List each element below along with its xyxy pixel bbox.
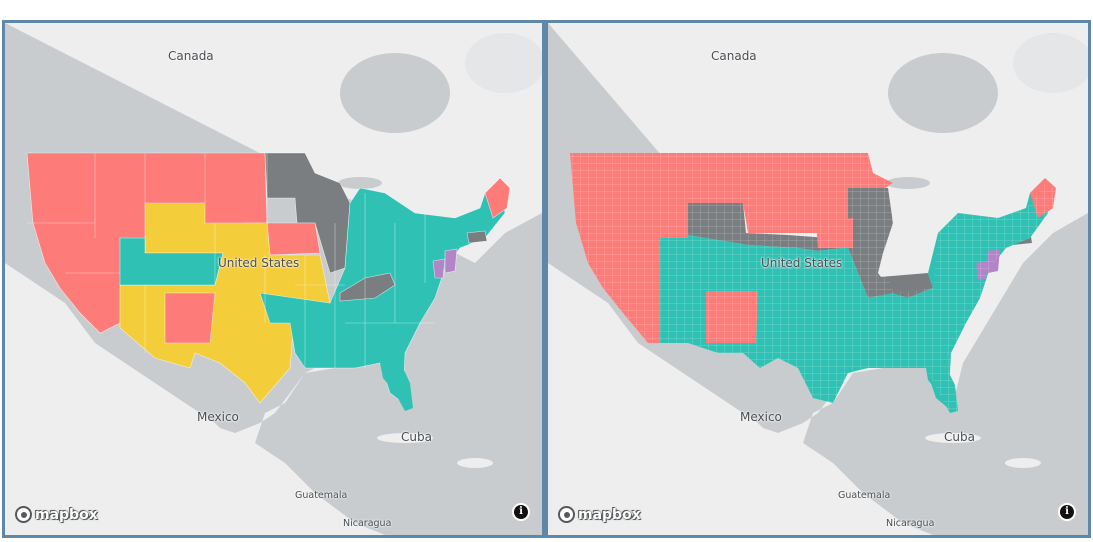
label-canada: Canada — [711, 49, 757, 63]
mapbox-logo-text: mapbox — [35, 506, 98, 523]
mapbox-logo-icon — [558, 506, 575, 523]
label-mexico: Mexico — [740, 410, 782, 424]
info-button-left[interactable]: i — [512, 503, 530, 521]
mapbox-attribution[interactable]: mapbox — [15, 506, 98, 523]
water-lake-superior — [886, 177, 930, 189]
label-mexico: Mexico — [197, 410, 239, 424]
info-button-right[interactable]: i — [1058, 503, 1076, 521]
choropleth-counties — [570, 153, 1056, 413]
state-lines — [27, 153, 435, 368]
choropleth-states — [26, 152, 511, 404]
land-cuba — [377, 433, 433, 443]
label-cuba: Cuba — [944, 430, 975, 444]
region-iowa-salmon — [266, 222, 321, 256]
land-cuba — [925, 433, 981, 443]
region-md-purple — [432, 258, 446, 279]
land-mexico — [95, 343, 365, 535]
land-hispaniola — [1005, 458, 1041, 468]
map-panel-left[interactable]: Canada United States Mexico Cuba Guatema… — [2, 20, 545, 538]
info-icon: i — [514, 505, 528, 519]
region-maine-salmon — [484, 177, 511, 219]
region-utah-colorado-teal — [119, 237, 224, 286]
mapbox-attribution[interactable]: mapbox — [558, 506, 641, 523]
region-nm-salmon — [164, 292, 216, 344]
label-cuba: Cuba — [401, 430, 432, 444]
label-guatemala: Guatemala — [295, 490, 348, 501]
label-canada: Canada — [168, 49, 214, 63]
water-hudson-bay — [340, 53, 450, 133]
label-united-states: United States — [218, 256, 300, 270]
land-hispaniola — [457, 458, 493, 468]
mapbox-logo-icon — [15, 506, 32, 523]
county-grid-overlay — [570, 153, 1056, 413]
map-panel-right[interactable]: Canada United States Mexico Cuba Guatema… — [545, 20, 1091, 538]
label-guatemala: Guatemala — [838, 490, 891, 501]
label-united-states: United States — [761, 256, 843, 270]
mapbox-logo-text: mapbox — [578, 506, 641, 523]
water-hudson-bay — [888, 53, 998, 133]
region-nj-purple — [444, 248, 458, 274]
region-florida-teal — [380, 363, 413, 411]
map-canvas-right[interactable] — [548, 23, 1088, 535]
region-massachusetts-gray — [466, 230, 488, 244]
label-nicaragua: Nicaragua — [886, 518, 935, 529]
land-mexico — [638, 343, 908, 535]
info-icon: i — [1060, 505, 1074, 519]
label-nicaragua: Nicaragua — [343, 518, 392, 529]
region-upper-midwest-gray — [264, 152, 351, 274]
land-greenland — [1013, 33, 1088, 93]
map-canvas-left[interactable] — [5, 23, 542, 535]
land-greenland — [465, 33, 542, 93]
water-lake-superior — [338, 177, 382, 189]
